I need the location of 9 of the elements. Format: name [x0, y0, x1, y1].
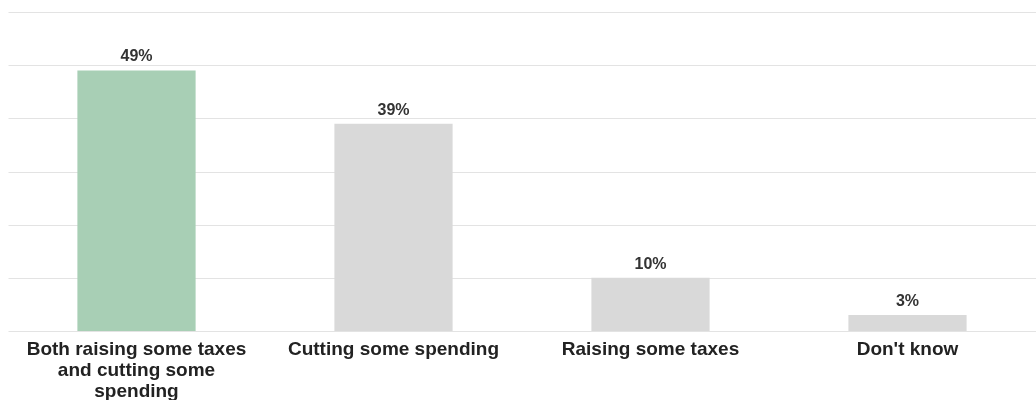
data-label: 3%: [895, 292, 920, 310]
x-tick-label: Both raising some taxes and cutting some spending: [26, 337, 247, 401]
data-label: 49%: [120, 47, 153, 65]
x-tick-label: Cutting some spending: [287, 337, 500, 359]
x-tick-label: Don't know: [856, 337, 959, 359]
x-tick-label: Raising some taxes: [561, 337, 740, 359]
data-label: 39%: [377, 100, 410, 118]
bar: [77, 70, 196, 331]
data-label: 10%: [634, 254, 667, 272]
